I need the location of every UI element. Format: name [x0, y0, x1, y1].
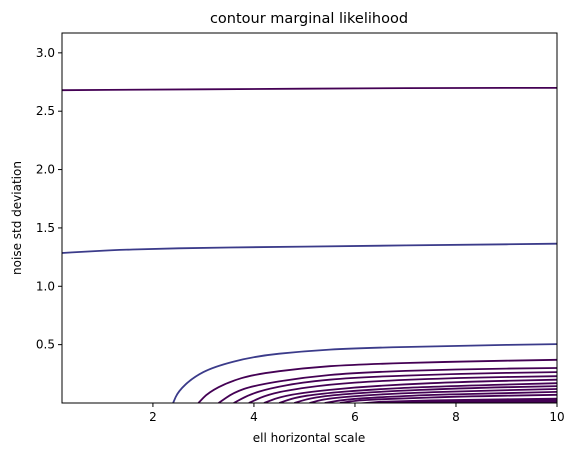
contour-line-2: [172, 343, 557, 403]
y-tick-label: 1.5: [36, 221, 55, 235]
contour-line-3: [197, 358, 557, 403]
y-tick-label: 2.5: [36, 104, 55, 118]
contour-line-6: [248, 375, 557, 403]
x-tick-label: 10: [549, 410, 564, 424]
y-tick-label: 2.0: [36, 163, 55, 177]
contour-filled-region: [354, 397, 557, 403]
plot-area: [62, 87, 557, 403]
contour-line-4: [218, 367, 557, 403]
x-tick-label: 4: [250, 410, 258, 424]
contour-line-5: [233, 371, 557, 403]
y-axis: 0.5 1.0 1.5 2.0 2.5 3.0: [36, 46, 62, 352]
contour-line-1: [62, 242, 557, 254]
x-axis-label: ell horizontal scale: [253, 431, 365, 445]
contour-line-11: [324, 391, 557, 403]
y-tick-label: 0.5: [36, 338, 55, 352]
contour-line-9: [294, 385, 557, 403]
x-axis: 2 4 6 8 10: [149, 403, 565, 424]
contour-line-0: [62, 87, 557, 92]
y-tick-label: 1.0: [36, 279, 55, 293]
x-tick-label: 8: [452, 410, 460, 424]
x-tick-label: 6: [351, 410, 359, 424]
y-axis-label: noise std deviation: [10, 161, 24, 275]
y-tick-label: 3.0: [36, 46, 55, 60]
plot-frame: [61, 32, 558, 404]
contour-line-12: [339, 393, 557, 403]
contour-line-8: [278, 382, 557, 403]
contour-line-10: [309, 388, 557, 403]
contour-line-7: [263, 378, 557, 403]
x-tick-label: 2: [149, 410, 157, 424]
chart-title: contour marginal likelihood: [210, 11, 408, 27]
